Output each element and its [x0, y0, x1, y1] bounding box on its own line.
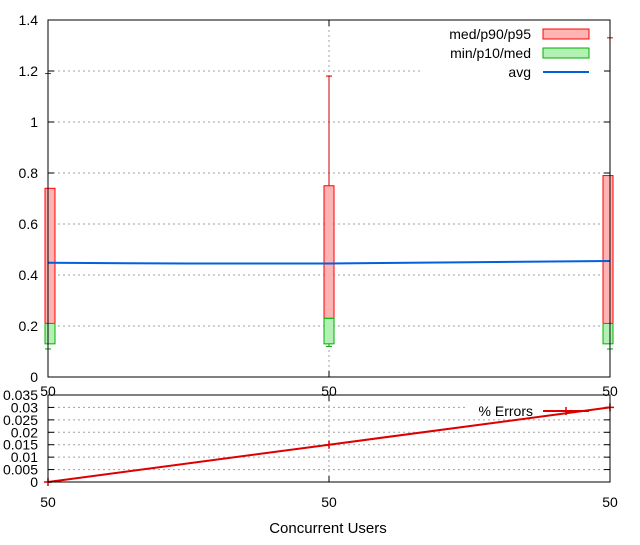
y-tick-label: 1.2	[19, 63, 39, 79]
legend-swatch	[542, 28, 590, 40]
y-tick-label: 0.02	[11, 424, 38, 440]
x-axis-label: Concurrent Users	[269, 520, 387, 537]
y-tick-label: 0.4	[19, 267, 39, 283]
upper-box	[602, 175, 614, 324]
y-tick-label: 0.015	[3, 437, 38, 453]
y-tick-label: 0.6	[19, 216, 39, 232]
y-tick-label: 0.005	[3, 462, 38, 478]
y-tick-label: 0.8	[19, 165, 39, 181]
lower-box	[44, 322, 56, 345]
y-tick-label: 0	[30, 369, 38, 385]
y-tick-label: 0.01	[11, 449, 38, 465]
x-tick-label: 50	[602, 494, 618, 510]
legend-label: % Errors	[479, 403, 533, 419]
legend-swatch-marker	[562, 407, 570, 415]
plot-frame	[47, 19, 611, 378]
upper-box	[44, 187, 56, 324]
legend-label: avg	[508, 64, 531, 80]
upper-box	[323, 185, 335, 319]
legend-label: min/p10/med	[450, 45, 531, 61]
y-tick-label: 0.03	[11, 399, 38, 415]
lower-box	[602, 322, 614, 345]
y-tick-label: 0.2	[19, 318, 39, 334]
y-tick-label: 1.4	[19, 12, 39, 28]
avg-line	[47, 259, 611, 265]
y-tick-label: 0.025	[3, 412, 38, 428]
y-tick-label: 0.035	[3, 387, 38, 403]
legend-label: med/p90/p95	[449, 26, 531, 42]
x-tick-label: 50	[40, 494, 56, 510]
legend-swatch	[542, 47, 590, 59]
x-tick-label: 50	[321, 494, 337, 510]
plot-frame	[47, 394, 611, 483]
top-chart: 00.20.40.60.811.21.450 50 50med/p90/p95min…	[19, 12, 618, 399]
lower-box	[323, 317, 335, 345]
y-tick-label: 0	[30, 474, 38, 490]
errors-point	[325, 440, 333, 449]
y-tick-label: 1	[30, 114, 38, 130]
